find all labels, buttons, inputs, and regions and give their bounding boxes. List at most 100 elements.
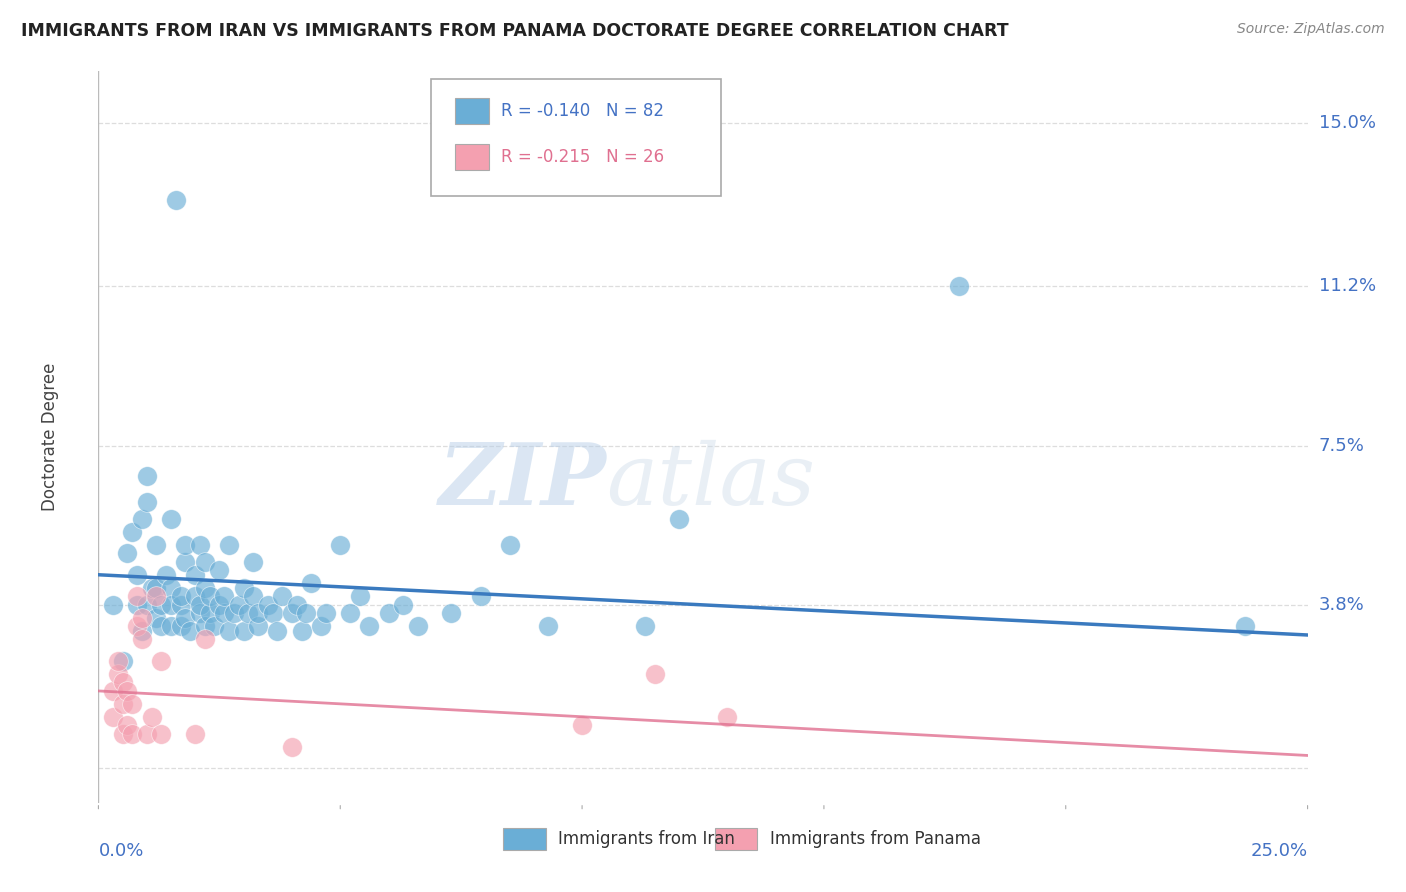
Point: [440, 607, 463, 621]
Point: [141, 710, 163, 724]
Point: [107, 666, 129, 681]
Point: [131, 611, 153, 625]
Bar: [716, 829, 758, 850]
Point: [222, 607, 245, 621]
Point: [117, 718, 139, 732]
Point: [127, 619, 149, 633]
Point: [155, 567, 177, 582]
Text: Immigrants from Panama: Immigrants from Panama: [769, 830, 980, 848]
Point: [218, 624, 240, 638]
Point: [295, 607, 318, 621]
Point: [281, 739, 304, 754]
Point: [150, 654, 173, 668]
Point: [281, 607, 304, 621]
Point: [160, 581, 183, 595]
Point: [150, 619, 173, 633]
Point: [145, 589, 167, 603]
Point: [1233, 619, 1256, 633]
Point: [339, 607, 361, 621]
Point: [271, 589, 294, 603]
Point: [208, 564, 231, 578]
Point: [160, 619, 183, 633]
Point: [634, 619, 657, 633]
Point: [218, 538, 240, 552]
Point: [131, 624, 153, 638]
Point: [121, 524, 143, 539]
Point: [644, 666, 666, 681]
Point: [377, 607, 399, 621]
Point: [127, 589, 149, 603]
Point: [198, 607, 221, 621]
Text: 7.5%: 7.5%: [1319, 437, 1365, 455]
Point: [198, 589, 221, 603]
Point: [194, 581, 217, 595]
Point: [242, 589, 264, 603]
Point: [232, 581, 254, 595]
Text: Immigrants from Iran: Immigrants from Iran: [558, 830, 735, 848]
Point: [204, 619, 226, 633]
Point: [299, 576, 322, 591]
Point: [329, 538, 352, 552]
Text: 11.2%: 11.2%: [1319, 277, 1376, 295]
Point: [194, 619, 217, 633]
Point: [169, 619, 191, 633]
Point: [194, 632, 217, 647]
Point: [101, 684, 124, 698]
Point: [184, 567, 207, 582]
Point: [111, 697, 134, 711]
Point: [256, 598, 278, 612]
Point: [111, 675, 134, 690]
Point: [121, 727, 143, 741]
Point: [212, 607, 235, 621]
Point: [169, 589, 191, 603]
Bar: [456, 98, 489, 124]
Point: [135, 598, 157, 612]
Point: [315, 607, 337, 621]
Point: [948, 279, 970, 293]
Point: [184, 727, 207, 741]
Point: [349, 589, 371, 603]
Point: [117, 684, 139, 698]
Point: [232, 624, 254, 638]
Text: 3.8%: 3.8%: [1319, 596, 1364, 614]
Point: [107, 654, 129, 668]
Text: Doctorate Degree: Doctorate Degree: [41, 363, 59, 511]
Point: [169, 598, 191, 612]
Point: [135, 468, 157, 483]
Text: R = -0.215   N = 26: R = -0.215 N = 26: [501, 148, 664, 166]
Point: [179, 624, 201, 638]
Point: [392, 598, 415, 612]
Point: [188, 607, 211, 621]
Point: [101, 710, 124, 724]
Point: [131, 632, 153, 647]
Point: [184, 589, 207, 603]
Point: [145, 538, 167, 552]
Point: [135, 727, 157, 741]
Text: Source: ZipAtlas.com: Source: ZipAtlas.com: [1237, 22, 1385, 37]
Point: [208, 598, 231, 612]
Text: IMMIGRANTS FROM IRAN VS IMMIGRANTS FROM PANAMA DOCTORATE DEGREE CORRELATION CHAR: IMMIGRANTS FROM IRAN VS IMMIGRANTS FROM …: [21, 22, 1008, 40]
Text: atlas: atlas: [606, 440, 815, 523]
Point: [290, 624, 312, 638]
Point: [668, 512, 690, 526]
Point: [537, 619, 560, 633]
FancyBboxPatch shape: [432, 78, 721, 195]
Point: [174, 538, 197, 552]
Point: [242, 555, 264, 569]
Point: [150, 598, 173, 612]
Point: [238, 607, 260, 621]
Point: [127, 598, 149, 612]
Text: 15.0%: 15.0%: [1319, 114, 1375, 132]
Point: [571, 718, 593, 732]
Point: [285, 598, 308, 612]
Text: R = -0.140   N = 82: R = -0.140 N = 82: [501, 102, 664, 120]
Bar: [503, 829, 546, 850]
Point: [135, 494, 157, 508]
Point: [309, 619, 332, 633]
Point: [194, 555, 217, 569]
Point: [121, 697, 143, 711]
Point: [188, 538, 211, 552]
Point: [145, 611, 167, 625]
Point: [150, 727, 173, 741]
Point: [716, 710, 738, 724]
